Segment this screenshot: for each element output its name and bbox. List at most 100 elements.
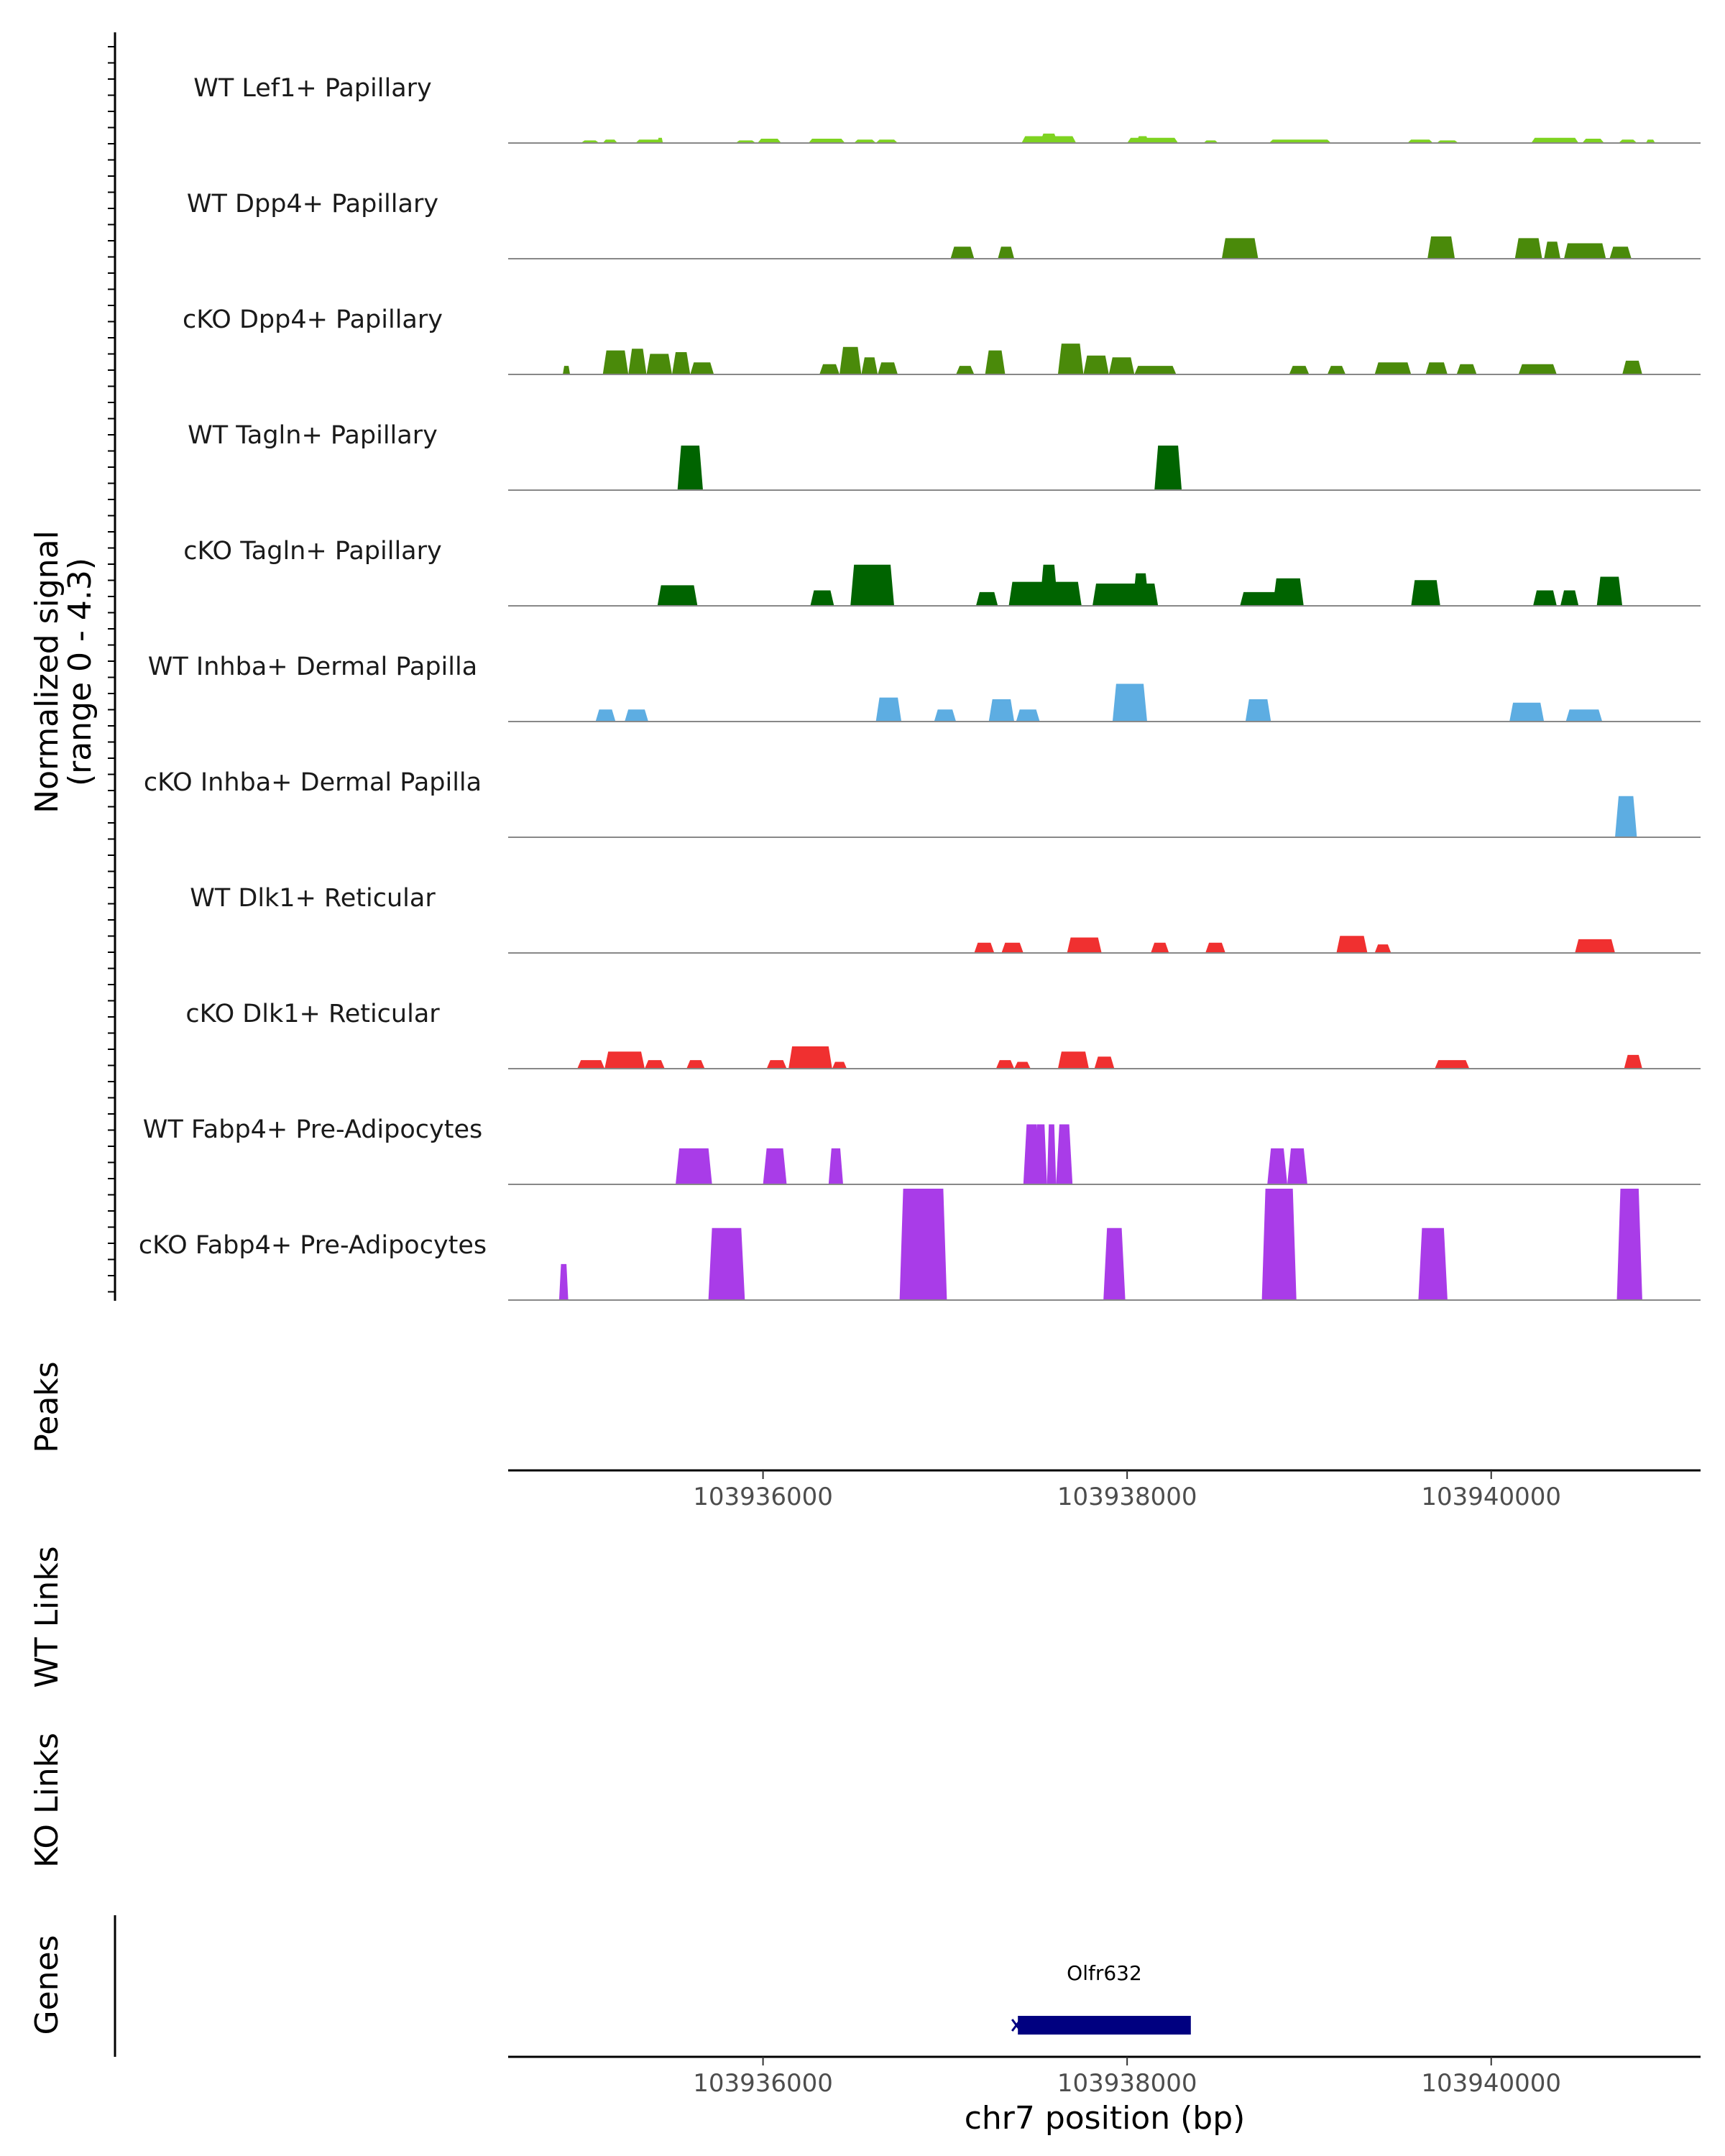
signal-peak	[1327, 366, 1346, 374]
signal-peak	[1039, 133, 1058, 143]
signal-peak	[1616, 1189, 1642, 1300]
coverage-y-axis	[108, 32, 116, 1301]
signal-peak	[1425, 362, 1448, 374]
track: WT Lef1+ Papillary	[193, 74, 1701, 144]
signal-peak	[1134, 366, 1177, 374]
signal-peak	[975, 591, 998, 606]
signal-peak	[1108, 357, 1135, 374]
signal-peak	[1272, 578, 1304, 606]
signal-peak	[602, 139, 617, 143]
track-label: cKO Fabp4+ Pre-Adipocytes	[139, 1231, 487, 1260]
track-label: WT Tagln+ Papillary	[188, 421, 438, 450]
track-label: WT Dpp4+ Papillary	[187, 190, 438, 218]
signal-peak	[1374, 362, 1412, 374]
signal-peak	[850, 564, 894, 606]
x-tick-label: 103938000	[1057, 1483, 1197, 1511]
x-axis-title: chr7 position (bp)	[965, 2100, 1246, 2137]
coverage-tracks: WT Lef1+ Papillary WT Dpp4+ Papillary cKO …	[139, 74, 1701, 1301]
track-label: cKO Tagln+ Papillary	[183, 537, 442, 566]
signal-peak	[1112, 683, 1147, 722]
signal-peak	[1261, 1189, 1297, 1300]
signal-peak	[1014, 1061, 1031, 1069]
signal-peak	[1575, 939, 1615, 953]
signal-peak	[1374, 944, 1392, 953]
signal-peak	[1456, 364, 1477, 374]
track-label: WT Dlk1+ Reticular	[190, 884, 436, 913]
signal-peak	[686, 1060, 705, 1069]
signal-peak	[1560, 590, 1579, 606]
track: cKO Fabp4+ Pre-Adipocytes	[139, 1189, 1701, 1301]
x-tick-label: 103936000	[693, 2069, 833, 2098]
signal-peak	[1067, 937, 1102, 953]
signal-peak	[1094, 1056, 1115, 1069]
track: WT Fabp4+ Pre-Adipocytes	[143, 1115, 1701, 1185]
x-axis-ticks-top: 103936000 103938000 103940000	[693, 1470, 1561, 1511]
signal-peak	[1544, 241, 1560, 259]
signal-peak	[1039, 564, 1058, 606]
signal-peak	[604, 1051, 645, 1069]
signal-peak	[828, 1148, 843, 1184]
signal-peak	[1418, 1227, 1448, 1300]
signal-peak	[788, 1046, 832, 1069]
signal-peak	[625, 709, 648, 722]
gene-label: Olfr632	[1067, 1961, 1142, 1985]
signal-peak	[677, 446, 703, 490]
signal-peak	[1609, 247, 1632, 259]
x-axis-ticks-bottom: 103936000 103938000 103940000	[693, 2057, 1561, 2098]
x-tick-label: 103938000	[1057, 2069, 1197, 2098]
signal-peak	[840, 346, 862, 374]
signal-peak	[1221, 238, 1259, 259]
signal-peak	[934, 709, 957, 722]
signal-peak	[1001, 942, 1024, 953]
signal-peak	[1269, 139, 1331, 143]
signal-peak	[563, 366, 571, 374]
track-label: cKO Dlk1+ Reticular	[185, 1000, 440, 1028]
signal-peak	[1289, 366, 1310, 374]
signal-peak	[1619, 139, 1637, 143]
signal-peak	[875, 139, 898, 143]
signal-peak	[1622, 360, 1642, 374]
signal-peak	[1151, 942, 1169, 953]
signal-peak	[1624, 1054, 1642, 1069]
track-label: cKO Inhba+ Dermal Papilla	[144, 768, 482, 797]
signal-peak	[558, 1263, 569, 1300]
signal-peak	[1154, 446, 1182, 490]
y-axis-title-line2: (range 0 - 4.3)	[62, 558, 98, 786]
signal-peak	[950, 247, 975, 259]
signal-peak	[854, 139, 876, 143]
signal-peak	[974, 942, 995, 953]
signal-peak	[628, 349, 647, 374]
signal-peak	[676, 1148, 712, 1184]
ko-links-panel-label: KO Links	[29, 1733, 65, 1868]
gene-annotations: Olfr632	[1011, 1961, 1191, 2035]
wt-links-panel-label: WT Links	[29, 1546, 65, 1687]
signal-peak	[1565, 709, 1603, 722]
gene-body	[1018, 2016, 1191, 2035]
signal-peak	[899, 1189, 947, 1300]
signal-peak	[1083, 355, 1109, 374]
signal-peak	[1435, 1060, 1470, 1069]
signal-peak	[1132, 573, 1149, 606]
signal-peak	[1646, 139, 1655, 143]
signal-peak	[1531, 137, 1579, 143]
signal-peak	[832, 1061, 847, 1069]
signal-peak	[672, 352, 691, 374]
signal-peak	[1509, 702, 1545, 722]
track-label: WT Lef1+ Papillary	[193, 74, 432, 103]
signal-peak	[708, 1227, 745, 1300]
signal-peak	[985, 350, 1006, 374]
signal-peak	[1596, 576, 1623, 606]
signal-peak	[1056, 1124, 1073, 1184]
signal-peak	[1336, 936, 1368, 953]
signal-peak	[1267, 1148, 1287, 1184]
signal-peak	[810, 590, 834, 606]
signal-peak	[808, 139, 845, 143]
signal-peak	[995, 1060, 1015, 1069]
signal-peak	[1582, 139, 1604, 143]
signal-peak	[1136, 136, 1149, 143]
signal-peak	[1411, 580, 1440, 606]
track: WT Tagln+ Papillary	[188, 421, 1701, 491]
track: WT Dlk1+ Reticular	[190, 884, 1701, 954]
x-tick-label: 103940000	[1421, 2069, 1561, 2098]
